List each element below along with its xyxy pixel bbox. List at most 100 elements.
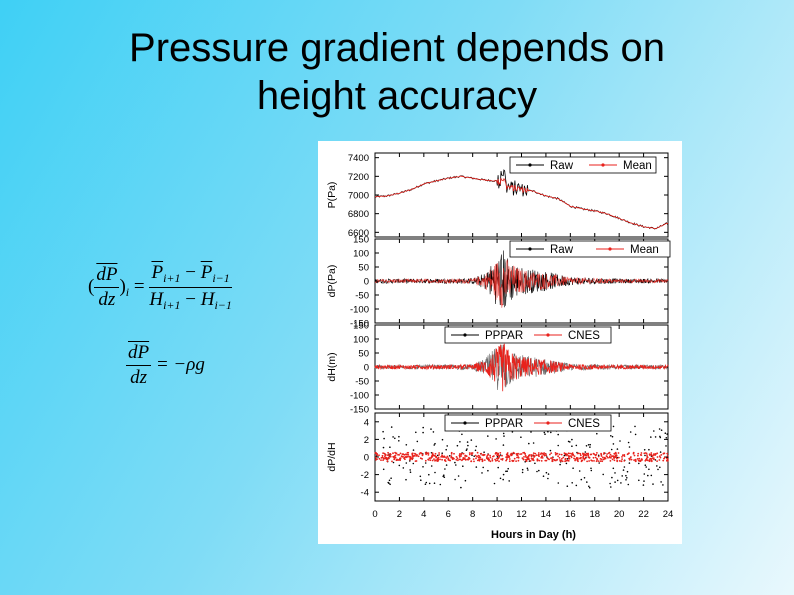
panel-4-point-cnes xyxy=(590,453,593,456)
panel-4-point-cnes xyxy=(406,456,409,458)
panel-4-point-pppar xyxy=(505,470,507,473)
panel-4-point-cnes xyxy=(439,458,441,461)
panel-4-point-pppar xyxy=(664,432,667,435)
panel-4-point-cnes xyxy=(527,457,530,460)
panel-4-point-cnes xyxy=(405,455,407,458)
panel-1-ylabel: P(Pa) xyxy=(326,182,338,209)
panel-4-point-cnes xyxy=(593,460,595,462)
panel-2-ytick-label: -50 xyxy=(355,291,369,302)
panel-4-point-pppar xyxy=(456,444,459,447)
panel-4-point-cnes xyxy=(613,452,616,455)
panel-4-point-cnes xyxy=(580,456,582,459)
panel-4-point-pppar xyxy=(625,479,627,481)
panel-4-point-cnes xyxy=(617,456,620,459)
panel-4-point-cnes xyxy=(621,454,624,457)
panel-4-point-pppar xyxy=(394,437,396,440)
panel-4-point-pppar xyxy=(643,473,646,475)
panel-1-ytick-label: 7000 xyxy=(348,191,369,202)
panel-3-ytick-label: -50 xyxy=(355,377,369,388)
panel-4-point-cnes xyxy=(416,455,418,457)
panel-4-point-pppar xyxy=(511,431,514,433)
panel-4-point-cnes xyxy=(633,459,635,461)
panel-4-point-cnes xyxy=(630,458,633,461)
panel-4-point-pppar xyxy=(520,436,522,439)
panel-4-point-cnes xyxy=(609,453,612,456)
panel-4-point-cnes xyxy=(421,458,423,460)
panel-4-point-cnes xyxy=(426,452,428,455)
panel-4-point-cnes xyxy=(410,457,413,460)
panel-4-point-pppar xyxy=(610,448,613,451)
panel-2-ytick-label: -150 xyxy=(350,319,369,330)
panel-4-point-pppar xyxy=(534,462,536,465)
panel-4-point-cnes xyxy=(480,452,483,455)
panel-4-point-pppar xyxy=(383,437,385,440)
panel-4-point-cnes xyxy=(437,458,440,461)
panel-4-point-cnes xyxy=(520,453,523,455)
panel-1-series-mean xyxy=(374,175,669,230)
panel-4-point-cnes xyxy=(641,459,643,461)
panel-4-point-cnes xyxy=(649,460,651,462)
panel-4-point-cnes xyxy=(542,453,545,456)
panel-4-point-pppar xyxy=(650,436,652,438)
eq1-rhs-fraction: Pi+1 − Pi−1 Hi+1 − Hi−1 xyxy=(149,262,232,312)
panel-4-point-pppar xyxy=(416,440,419,443)
panel-4-point-cnes xyxy=(550,452,553,454)
panel-4-point-pppar xyxy=(621,475,623,477)
panel-4-point-cnes xyxy=(621,458,623,460)
panel-4-point-cnes xyxy=(450,455,453,458)
panel-1-ytick-label: 7400 xyxy=(348,153,369,164)
panel-4-point-cnes xyxy=(380,456,383,459)
panel-4-point-cnes xyxy=(472,458,475,460)
panel-4-point-cnes xyxy=(381,454,384,457)
panel-4-point-cnes xyxy=(478,458,481,461)
panel-4-point-cnes xyxy=(566,453,568,456)
panel-4-point-pppar xyxy=(388,482,390,485)
panel-4-point-pppar xyxy=(420,479,422,482)
panel-4-point-cnes xyxy=(573,455,576,457)
panel-4-point-pppar xyxy=(567,440,570,443)
panel-4-point-pppar xyxy=(569,441,571,443)
panel-4-point-cnes xyxy=(470,460,473,463)
panel-4-point-pppar xyxy=(644,464,647,467)
panel-4-point-pppar xyxy=(627,441,630,444)
panel-4-point-cnes xyxy=(402,455,404,458)
panel-4-point-pppar xyxy=(422,431,424,434)
panel-4-point-pppar xyxy=(487,469,489,472)
panel-4-point-pppar xyxy=(665,445,667,447)
panel-4-point-pppar xyxy=(627,483,630,486)
panel-4-point-cnes xyxy=(634,460,637,462)
panel-4-point-pppar xyxy=(434,471,436,474)
panel-2-legend-swatch-marker xyxy=(528,247,532,251)
panel-4-point-cnes xyxy=(473,460,475,463)
panel-4-point-cnes xyxy=(522,458,525,461)
panel-4-point-cnes xyxy=(606,453,608,455)
panel-4-point-cnes xyxy=(375,458,378,460)
eq1-num-a-sub: i+1 xyxy=(163,271,181,285)
panel-4-point-pppar xyxy=(638,479,640,482)
panel-4-point-cnes xyxy=(478,459,481,462)
panel-4-point-cnes xyxy=(640,452,643,454)
panel-4-point-cnes xyxy=(588,456,591,459)
panel-4-point-cnes xyxy=(611,458,614,461)
panel-4-point-cnes xyxy=(496,457,498,460)
panel-4-point-cnes xyxy=(489,460,492,463)
panel-4-point-cnes xyxy=(644,459,647,462)
panel-4-point-cnes xyxy=(583,453,586,455)
panel-4-point-pppar xyxy=(643,480,645,482)
panel-1-ytick-label: 7200 xyxy=(348,172,369,183)
panel-4-point-pppar xyxy=(439,483,442,486)
panel-4-point-pppar xyxy=(499,477,502,480)
panel-4-point-cnes xyxy=(632,452,635,455)
panel-4-ytick-label: 0 xyxy=(364,453,369,464)
panel-4-point-pppar xyxy=(614,472,616,474)
eq1-den-b-sub: i−1 xyxy=(214,298,232,312)
panel-4-point-cnes xyxy=(395,459,398,462)
panel-4-point-pppar xyxy=(521,468,524,471)
panel-4-point-pppar xyxy=(645,466,647,468)
panel-4-point-pppar xyxy=(583,477,586,479)
panel-4-point-cnes xyxy=(574,459,576,462)
panel-4-point-cnes xyxy=(526,456,529,459)
panel-4-point-pppar xyxy=(585,445,588,447)
panel-4-point-cnes xyxy=(535,454,538,457)
